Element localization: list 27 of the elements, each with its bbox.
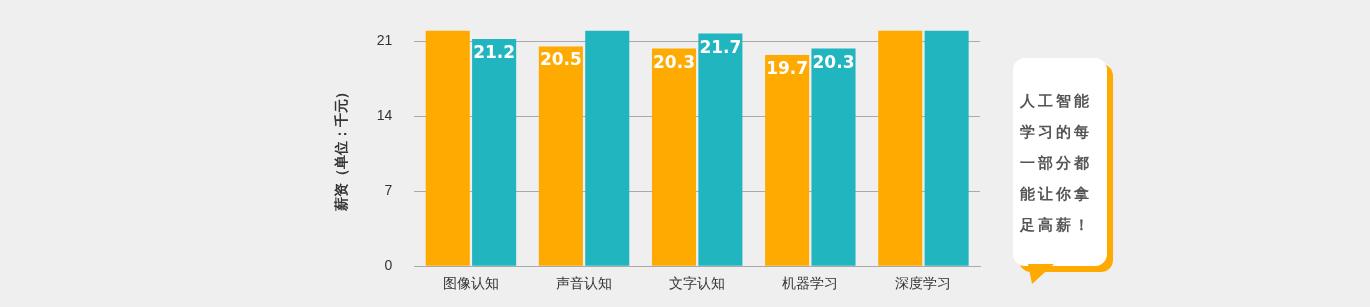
bar bbox=[765, 55, 810, 266]
x-tick-label: 图像认知 bbox=[442, 275, 499, 292]
data-label: 21.7 bbox=[699, 36, 742, 57]
data-label: 20.5 bbox=[539, 49, 582, 70]
bar bbox=[878, 30, 923, 266]
data-label: 20.3 bbox=[812, 51, 855, 72]
bar bbox=[585, 30, 630, 266]
y-axis-title: 薪资（单位：千元） bbox=[333, 85, 350, 213]
data-label: 19.7 bbox=[766, 57, 809, 78]
x-tick-label: 深度学习 bbox=[895, 275, 952, 292]
x-tick-label: 声音认知 bbox=[556, 275, 613, 292]
text: 人工智能学习的每一部分都能让你拿足高薪！ bbox=[1013, 58, 1107, 266]
bar bbox=[651, 48, 697, 266]
data-label: 21.2 bbox=[473, 41, 516, 62]
x-tick-label: 文字认知 bbox=[669, 275, 726, 292]
y-tick-label: 14 bbox=[376, 107, 393, 123]
data-label: 20.3 bbox=[653, 51, 695, 72]
y-tick-label: 0 bbox=[384, 257, 393, 274]
bar bbox=[472, 38, 517, 266]
x-tick-label: 机器学习 bbox=[782, 275, 839, 292]
y-tick-label: 7 bbox=[384, 182, 393, 199]
bar bbox=[425, 30, 470, 266]
y-tick-label: 21 bbox=[376, 31, 393, 48]
bar bbox=[698, 33, 743, 266]
bar bbox=[811, 48, 856, 266]
bar bbox=[538, 46, 583, 266]
bar bbox=[924, 30, 969, 266]
